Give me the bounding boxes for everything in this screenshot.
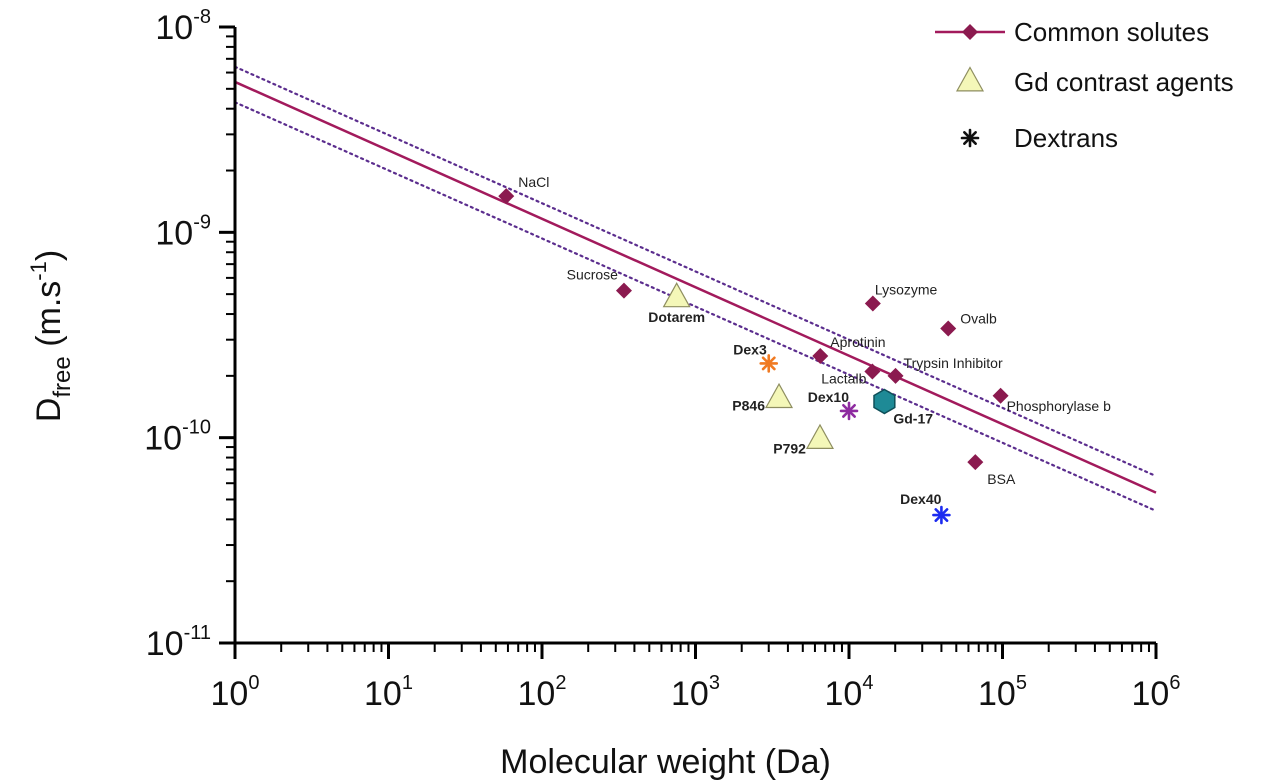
dextran-marker — [759, 354, 779, 373]
dextran-marker — [932, 505, 951, 525]
point-label: Gd-17 — [893, 411, 933, 427]
point-label: BSA — [987, 471, 1016, 487]
common-solute-marker — [940, 320, 957, 337]
point-label: P846 — [732, 398, 765, 414]
common-solute-marker — [992, 387, 1009, 404]
common-solute-marker — [887, 367, 904, 384]
x-tick-label: 101 — [364, 672, 413, 713]
x-tick-label: 103 — [671, 672, 720, 713]
fit-line — [234, 80, 1157, 494]
y-tick-label: 10-10 — [144, 417, 211, 458]
point-label: Trypsin Inhibitor — [904, 355, 1003, 371]
y-tick-label: 10-8 — [155, 6, 211, 47]
ci-lower-line — [233, 101, 1158, 512]
y-tick-label: 10-11 — [146, 622, 211, 663]
point-label: Lysozyme — [875, 282, 938, 298]
point-label: Dex10 — [808, 389, 849, 405]
legend-label: Common solutes — [1014, 17, 1209, 47]
x-axis-title: Molecular weight (Da) — [500, 743, 831, 781]
common-solute-marker — [615, 282, 632, 299]
fit-line-group — [234, 80, 1157, 494]
legend-marker-common — [962, 24, 978, 40]
common-solute-marker — [812, 347, 829, 364]
point-label: Ovalb — [960, 311, 997, 327]
ci-upper-line — [233, 65, 1158, 478]
y-axis-title: Dfree (m.s-1) — [26, 250, 76, 422]
x-tick-label: 104 — [825, 672, 874, 713]
x-tick-label: 100 — [211, 672, 260, 713]
axis-titles: Molecular weight (Da) Dfree (m.s-1) — [26, 250, 831, 781]
point-label: Sucrose — [567, 267, 619, 283]
point-label: Dex3 — [733, 341, 767, 357]
point-label: P792 — [773, 440, 806, 456]
dextran-marker — [839, 401, 859, 421]
common-solute-marker — [498, 188, 515, 205]
point-label: Dex40 — [900, 491, 941, 507]
x-tick-label: 106 — [1132, 672, 1181, 713]
point-label: Aprotinin — [830, 334, 885, 350]
common-solute-marker — [864, 295, 881, 312]
x-tick-label: 105 — [978, 672, 1027, 713]
point-labels: NaCl Sucrose Aprotinin Lactalb Lysozyme Tryps… — [518, 174, 1111, 507]
y-tick-label: 10-9 — [155, 211, 211, 252]
gd-agent-marker — [764, 382, 794, 409]
gd-agent-marker — [662, 282, 691, 308]
legend-marker-dex — [960, 128, 980, 148]
data-points — [498, 188, 1009, 525]
legend-label: Dextrans — [1014, 123, 1118, 153]
gd-agent-marker — [805, 423, 834, 449]
point-label: Lactalb — [821, 371, 866, 387]
point-label: Phosphorylase b — [1007, 398, 1112, 414]
legend-label: Gd contrast agents — [1014, 67, 1234, 97]
gd17-marker — [873, 388, 896, 415]
legend-marker-gd — [955, 66, 985, 92]
axes: 100 101 102 103 104 105 106 10-8 10-9 10-10 10-11 — [144, 6, 1180, 713]
point-label: NaCl — [518, 174, 549, 190]
confidence-bands — [233, 65, 1158, 512]
x-tick-label: 102 — [518, 672, 567, 713]
common-solute-marker — [864, 363, 881, 380]
common-solute-marker — [967, 454, 984, 471]
point-label: Dotarem — [648, 309, 705, 325]
legend: Common solutes Gd contrast agents Dextrans — [935, 17, 1234, 153]
